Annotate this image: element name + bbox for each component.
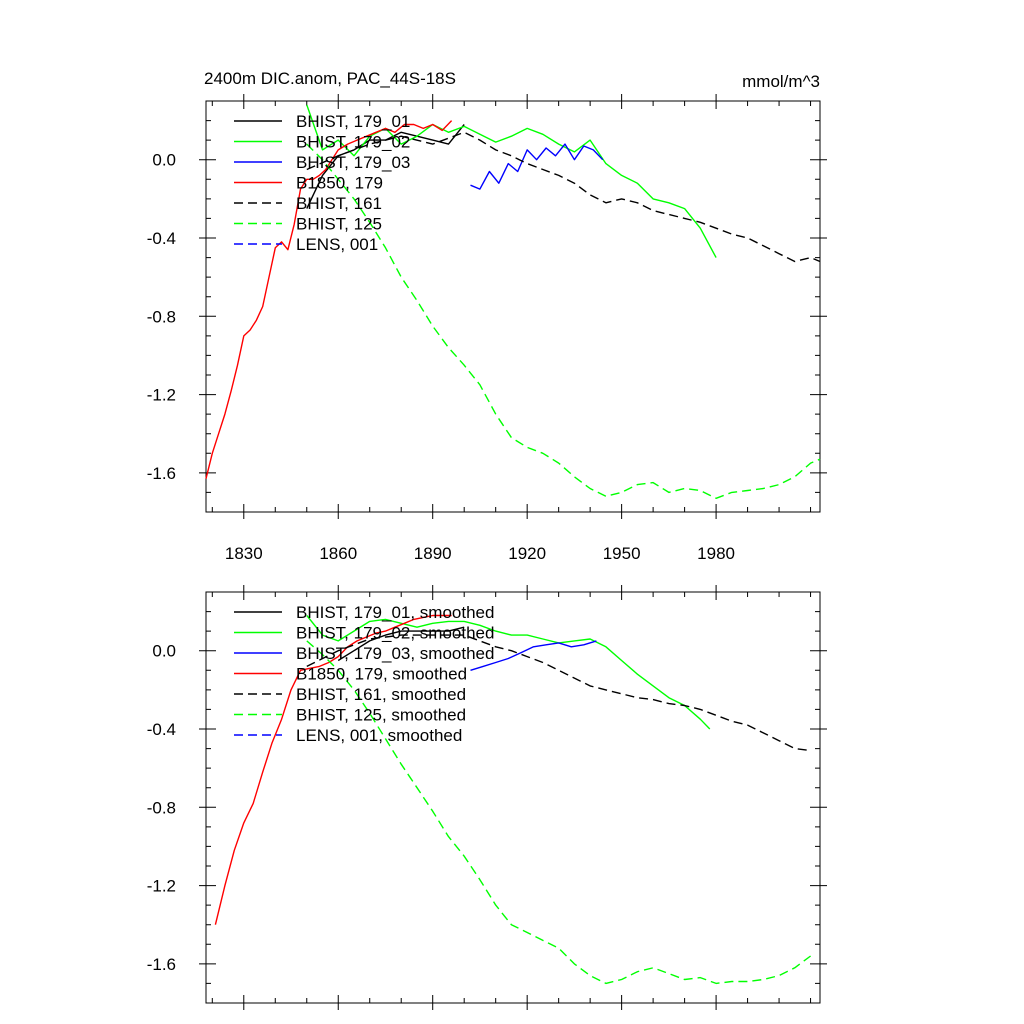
y-tick-label: -1.2 <box>147 877 176 896</box>
series-line-bhist-179-02 <box>306 104 717 258</box>
y-axis-ticks <box>199 591 827 1004</box>
y-tick-label: -0.8 <box>147 307 176 326</box>
y-tick-label: -0.8 <box>147 798 176 817</box>
y-tick-label: -1.2 <box>147 386 176 405</box>
legend-label: B1850, 179 <box>296 174 383 193</box>
legend-label: BHIST, 161, smoothed <box>296 685 466 704</box>
legend-label: BHIST, 179_01 <box>296 112 410 131</box>
bottom-panel: 0.0 -0.4 -0.8 -1.2 -1.6 BHIST, 179_01, smooth… <box>147 585 827 1010</box>
x-axis-ticks <box>211 585 812 1010</box>
legend-label: BHIST, 161 <box>296 194 382 213</box>
series-line-b1850-179-smoothed <box>214 614 452 925</box>
legend-label: BHIST, 179_02 <box>296 133 410 152</box>
legend-label: BHIST, 179_01, smoothed <box>296 603 494 622</box>
series-line-bhist-125-smoothed <box>306 640 812 985</box>
legend-label: BHIST, 179_03 <box>296 153 410 172</box>
chart-title: 2400m DIC.anom, PAC_44S-18S <box>204 69 456 88</box>
series-line-bhist-179-01-smoothed <box>337 626 465 662</box>
series-line-bhist-161 <box>306 131 821 263</box>
x-tick-label: 1830 <box>225 544 263 563</box>
x-tick-label: 1920 <box>508 544 546 563</box>
top-panel: 0.0 -0.4 -0.8 -1.2 -1.6 1830 1860 1890 1920 1950 1… <box>147 69 827 563</box>
y-tick-label: -0.4 <box>147 229 176 248</box>
x-axis-ticks <box>211 94 812 519</box>
plot-frame <box>205 591 821 1004</box>
y-tick-label: 0.0 <box>152 642 176 661</box>
units-label: mmol/m^3 <box>742 72 820 91</box>
series-line-bhist-125 <box>306 143 821 499</box>
legend-label: LENS, 001 <box>296 235 378 254</box>
x-tick-label: 1980 <box>697 544 735 563</box>
y-tick-label: -1.6 <box>147 955 176 974</box>
x-tick-label: 1890 <box>414 544 452 563</box>
series-line-bhist-179-03-smoothed <box>470 640 597 671</box>
series-line-bhist-179-02-smoothed <box>306 615 711 730</box>
x-tick-label: 1950 <box>603 544 641 563</box>
legend-label: BHIST, 125 <box>296 215 382 234</box>
legend-label: BHIST, 179_03, smoothed <box>296 644 494 663</box>
x-tick-label: 1860 <box>319 544 357 563</box>
y-tick-label: -0.4 <box>147 720 176 739</box>
legend-label: B1850, 179, smoothed <box>296 665 467 684</box>
series-line-b1850-179 <box>205 120 453 479</box>
y-tick-label: 0.0 <box>152 151 176 170</box>
y-tick-label: -1.6 <box>147 464 176 483</box>
legend-label: BHIST, 179_02, smoothed <box>296 624 494 643</box>
series-line-bhist-179-03 <box>470 143 604 190</box>
legend-label: LENS, 001, smoothed <box>296 726 462 745</box>
series-line-bhist-161-smoothed <box>306 634 811 752</box>
plot-frame <box>205 100 821 513</box>
legend-label: BHIST, 125, smoothed <box>296 706 466 725</box>
